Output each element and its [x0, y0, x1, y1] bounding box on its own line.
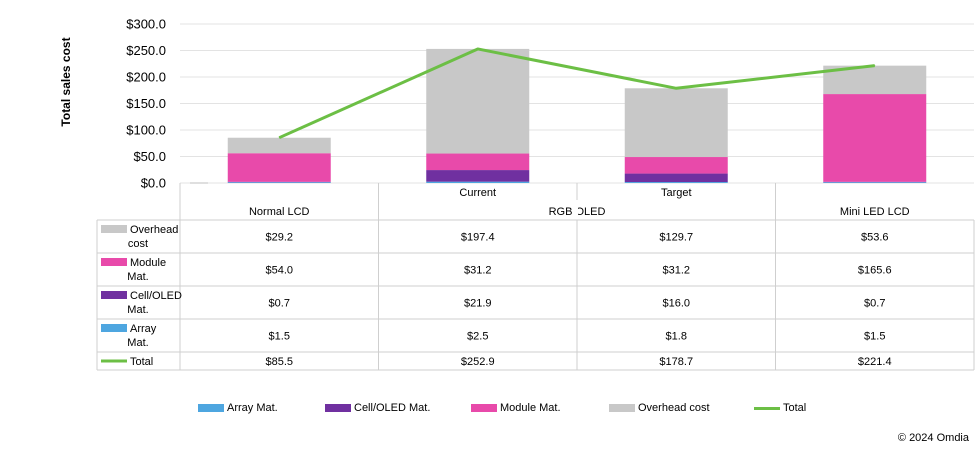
total-point — [874, 65, 876, 67]
chart-legend: Array Mat. Cell/OLED Mat. Module Mat. Overh… — [198, 400, 898, 416]
total-point — [477, 48, 479, 50]
table-row-label: cost — [128, 238, 148, 250]
bar-segment — [426, 153, 530, 171]
y-tick-label: $200.0 — [126, 70, 166, 85]
bar-segment — [227, 153, 331, 182]
bar-segment — [624, 182, 728, 183]
copyright-credit: © 2024 Omdia — [897, 432, 969, 444]
bar-segment — [426, 181, 530, 183]
legend-item: Cell/OLED Mat. — [325, 400, 430, 416]
table-key-swatch — [101, 291, 127, 299]
table-cell: $53.6 — [861, 232, 889, 244]
legend-swatch — [609, 404, 635, 413]
table-key-swatch — [101, 324, 127, 332]
table-key-swatch — [101, 225, 127, 233]
legend-item: Overhead cost — [609, 400, 710, 416]
table-cell: $165.6 — [858, 265, 892, 277]
table-cell: $1.8 — [666, 331, 687, 343]
legend-swatch — [754, 406, 780, 410]
x-group-label: Normal LCD — [249, 206, 310, 218]
table-cell: $29.2 — [265, 232, 293, 244]
bar-segment — [227, 182, 331, 183]
legend-item: Module Mat. — [471, 400, 561, 416]
y-tick-label: $50.0 — [133, 149, 166, 164]
total-point — [675, 87, 677, 89]
y-tick-label: $250.0 — [126, 43, 166, 58]
bar-segment — [426, 170, 530, 182]
x-tick-label: Target — [661, 187, 692, 199]
total-line — [278, 47, 875, 140]
table-row-label: Array — [130, 323, 157, 335]
table-cell: $31.2 — [464, 265, 492, 277]
table-cell: $129.7 — [659, 232, 693, 244]
table-cell: $252.9 — [461, 356, 495, 368]
table-cell: $0.7 — [864, 298, 885, 310]
legend-item: Total — [754, 400, 806, 416]
legend-label: Cell/OLED Mat. — [354, 402, 431, 415]
legend-swatch — [471, 404, 497, 413]
legend-label: Array Mat. — [227, 402, 278, 415]
table-row-label: Mat. — [127, 337, 148, 349]
table-cell: $31.2 — [662, 265, 690, 277]
table-cell: $21.9 — [464, 298, 492, 310]
table-row-label: Cell/OLED — [130, 290, 182, 302]
bar-segment — [624, 88, 728, 158]
y-axis-label: Total sales cost — [59, 37, 73, 126]
table-cell: $221.4 — [858, 356, 892, 368]
bar-segment — [624, 157, 728, 174]
table-row-label: Mat. — [127, 271, 148, 283]
table-cell: $197.4 — [461, 232, 495, 244]
table-cell: $2.5 — [467, 331, 488, 343]
legend-swatch — [198, 404, 224, 413]
table-cell: $85.5 — [265, 356, 293, 368]
y-tick-label: $150.0 — [126, 96, 166, 111]
bar-segment — [624, 173, 728, 183]
legend-label: Module Mat. — [500, 402, 561, 415]
x-group-label: Mini LED LCD — [840, 206, 910, 218]
table-row-label: Mat. — [127, 304, 148, 316]
table-key-swatch — [101, 258, 127, 266]
y-tick-label: $100.0 — [126, 123, 166, 138]
table-cell: $1.5 — [864, 331, 885, 343]
bar-segment — [227, 137, 331, 154]
bar-segment — [823, 182, 927, 183]
table-row-label: Overhead — [130, 224, 178, 236]
legend-swatch — [325, 404, 351, 413]
legend-label: Overhead cost — [638, 402, 710, 415]
total-point — [278, 137, 280, 139]
x-tick-label: Current — [459, 187, 496, 199]
table-cell: $1.5 — [269, 331, 290, 343]
y-tick-label: $0.0 — [141, 176, 166, 191]
y-tick-label: $300.0 — [126, 17, 166, 32]
table-cell: $0.7 — [269, 298, 290, 310]
legend-item: Array Mat. — [198, 400, 278, 416]
bar-segment — [823, 94, 927, 182]
table-cell: $54.0 — [265, 265, 293, 277]
legend-label: Total — [783, 402, 807, 415]
table-cell: $16.0 — [662, 298, 690, 310]
table-row-label: Total — [130, 356, 153, 368]
table-row-label: Module — [130, 257, 166, 269]
table-cell: $178.7 — [659, 356, 693, 368]
bar-segment — [426, 48, 530, 154]
